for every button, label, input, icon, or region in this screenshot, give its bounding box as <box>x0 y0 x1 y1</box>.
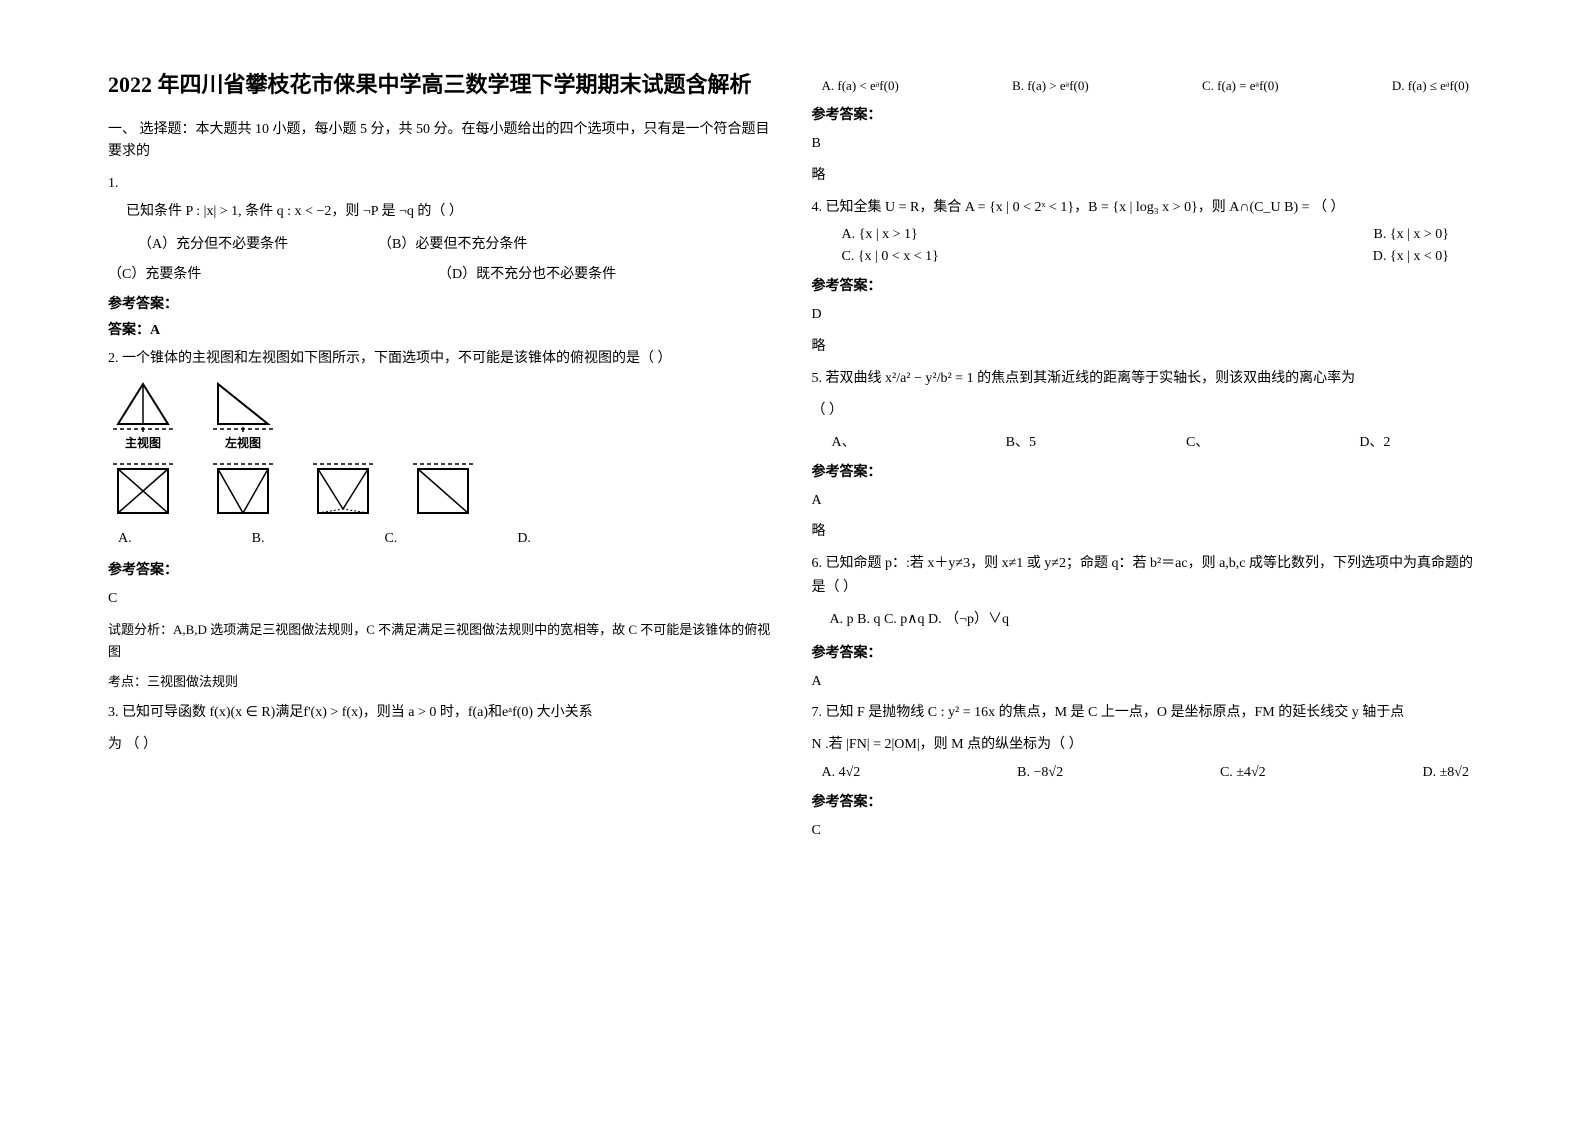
q5-options: A、 B、5 C、 D、2 <box>812 431 1480 451</box>
q3-opt-b: B. f(a) > eᵃf(0) <box>1012 78 1089 94</box>
q3-ans2: 略 <box>812 164 1480 188</box>
q7-answer-label: 参考答案： <box>812 791 1480 811</box>
q2-point: 考点：三视图做法规则 <box>108 671 776 693</box>
q3-text2: 为 （ ） <box>108 733 776 757</box>
q5-opt-b: B、5 <box>1006 431 1036 451</box>
triangle-icon <box>208 379 278 434</box>
main-view: 主视图 <box>108 379 178 451</box>
q7-text: 7. 已知 F 是抛物线 C : y² = 16x 的焦点，M 是 C 上一点，… <box>812 701 1480 725</box>
q3-opt-c: C. f(a) = eᵃf(0) <box>1202 78 1279 94</box>
choice-b-icon <box>208 461 278 521</box>
q1-options-row2: （C）充要条件 （D）既不充分也不必要条件 <box>108 263 776 283</box>
q4-opt-b: B. {x | x > 0} <box>1374 227 1449 243</box>
q7-opt-b: B. −8√2 <box>1017 765 1063 781</box>
q5-opt-c: C、 <box>1186 431 1209 451</box>
q1-opt-b: （B）必要但不充分条件 <box>378 233 618 253</box>
q2-answer: C <box>108 587 776 611</box>
q1-text: 已知条件 P : |x| > 1, 条件 q : x < −2，则 ¬P 是 ¬… <box>108 200 776 224</box>
q4-opts-row1: A. {x | x > 1} B. {x | x > 0} <box>812 227 1480 243</box>
q4-opt-c: C. {x | 0 < x < 1} <box>842 249 939 265</box>
q4-opt-d: D. {x | x < 0} <box>1373 249 1449 265</box>
q7-options: A. 4√2 B. −8√2 C. ±4√2 D. ±8√2 <box>812 765 1480 781</box>
q3-options: A. f(a) < eᵃf(0) B. f(a) > eᵃf(0) C. f(a… <box>812 78 1480 94</box>
q2-choice-labels: A. B. C. D. <box>108 531 776 547</box>
left-view-label: 左视图 <box>225 434 261 451</box>
choice-d-icon <box>408 461 478 521</box>
q7-text2: N .若 |FN| = 2|OM|，则 M 点的纵坐标为（ ） <box>812 733 1480 757</box>
left-column: 2022 年四川省攀枝花市俫果中学高三数学理下学期期末试题含解析 一、 选择题：… <box>90 70 794 1092</box>
q4-opts-row2: C. {x | 0 < x < 1} D. {x | x < 0} <box>812 249 1480 265</box>
q2-opt-b: B. <box>252 531 265 547</box>
q3-opt-d: D. f(a) ≤ eᵃf(0) <box>1392 78 1469 94</box>
page-title: 2022 年四川省攀枝花市俫果中学高三数学理下学期期末试题含解析 <box>108 70 776 101</box>
q1-opt-d: （D）既不充分也不必要条件 <box>438 263 678 283</box>
q2-text: 2. 一个锥体的主视图和左视图如下图所示，下面选项中，不可能是该锥体的俯视图的是… <box>108 347 776 371</box>
q1-number: 1. <box>108 176 776 192</box>
q7-opt-d: D. ±8√2 <box>1423 765 1469 781</box>
q6-answer-label: 参考答案： <box>812 642 1480 662</box>
section-heading: 一、 选择题：本大题共 10 小题，每小题 5 分，共 50 分。在每小题给出的… <box>108 119 776 164</box>
triangle-icon <box>108 379 178 434</box>
q6-ans: A <box>812 670 1480 694</box>
q2-choices <box>108 461 776 521</box>
q4-ans1: D <box>812 303 1480 327</box>
q1-answer: 答案：A <box>108 319 776 339</box>
main-view-label: 主视图 <box>125 434 161 451</box>
q5-opt-d: D、2 <box>1359 431 1390 451</box>
q5-opt-a: A、 <box>832 431 856 451</box>
q1-opt-a: （A）充分但不必要条件 <box>138 233 378 253</box>
q2-answer-label: 参考答案： <box>108 559 776 579</box>
q2-views: 主视图 左视图 <box>108 379 776 451</box>
q3-ans1: B <box>812 132 1480 156</box>
q5-blank: （ ） <box>812 399 1480 423</box>
q1-answer-label: 参考答案： <box>108 293 776 313</box>
q4-text: 4. 已知全集 U = R，集合 A = {x | 0 < 2ˣ < 1}，B … <box>812 196 1480 220</box>
q1-opt-c: （C）充要条件 <box>108 263 438 283</box>
q3-answer-label: 参考答案： <box>812 104 1480 124</box>
left-view: 左视图 <box>208 379 278 451</box>
q6-opts: A. p B. q C. p∧q D. （¬p）∨q <box>812 608 1480 632</box>
q2-opt-a: A. <box>118 531 132 547</box>
q2-opt-d: D. <box>517 531 531 547</box>
q5-text: 5. 若双曲线 x²/a² − y²/b² = 1 的焦点到其渐近线的距离等于实… <box>812 367 1480 391</box>
q5-ans1: A <box>812 489 1480 513</box>
q5-answer-label: 参考答案： <box>812 461 1480 481</box>
q1-options-row1: （A）充分但不必要条件 （B）必要但不充分条件 <box>108 233 776 253</box>
q4-answer-label: 参考答案： <box>812 275 1480 295</box>
q3-text: 3. 已知可导函数 f(x)(x ∈ R)满足f'(x) > f(x)，则当 a… <box>108 701 776 725</box>
q7-opt-c: C. ±4√2 <box>1220 765 1266 781</box>
q5-ans2: 略 <box>812 520 1480 544</box>
q7-ans: C <box>812 819 1480 843</box>
q7-opt-a: A. 4√2 <box>822 765 861 781</box>
choice-a-icon <box>108 461 178 521</box>
q6-text: 6. 已知命题 p：:若 x＋y≠3，则 x≠1 或 y≠2；命题 q：若 b²… <box>812 552 1480 600</box>
choice-c-icon <box>308 461 378 521</box>
q2-analysis: 试题分析：A,B,D 选项满足三视图做法规则，C 不满足满足三视图做法规则中的宽… <box>108 619 776 663</box>
q2-opt-c: C. <box>384 531 397 547</box>
q3-opt-a: A. f(a) < eᵃf(0) <box>822 78 899 94</box>
q4-ans2: 略 <box>812 335 1480 359</box>
right-column: A. f(a) < eᵃf(0) B. f(a) > eᵃf(0) C. f(a… <box>794 70 1498 1092</box>
q4-opt-a: A. {x | x > 1} <box>842 227 918 243</box>
